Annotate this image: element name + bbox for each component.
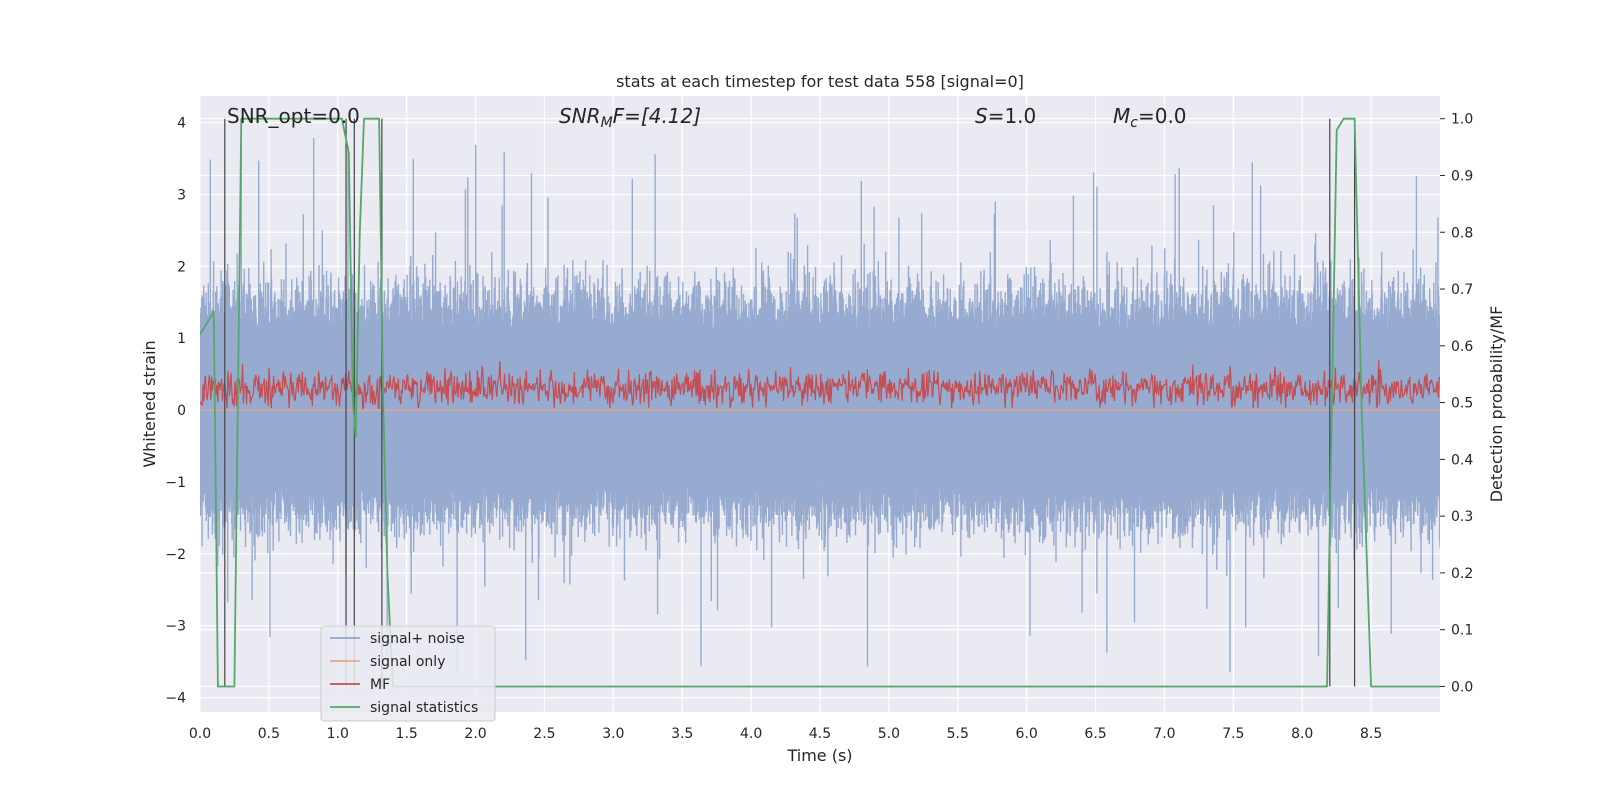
series-signal-statistics (200, 117, 1440, 688)
y-ticks: −4 −3 −2 −1 0 1 2 3 4 (165, 116, 186, 707)
annotation-s-name: S (975, 104, 988, 128)
y-tick-label: 3 (177, 187, 186, 203)
legend-label-signal-noise: signal+ noise (370, 631, 465, 647)
x-ticks: 0.0 0.5 1.0 1.5 2.0 2.5 3.0 3.5 4.0 4.5 5.0 5.5 6.0 6… (189, 726, 1382, 742)
y-tick-label: −3 (165, 619, 186, 635)
annotation-snr-mf-rest: F=[4.12] (613, 104, 701, 128)
y-ticks-right: 0.0 0.1 0.2 0.3 0.4 0.5 0.6 0.7 0.8 0.9 1.0 (1440, 112, 1473, 695)
x-tick-label: 4.5 (809, 726, 831, 742)
annotation-mc: Mc=0.0 (1113, 104, 1187, 131)
annotation-snr-mf-sub: M (601, 115, 613, 131)
legend-box (320, 625, 496, 722)
y-right-tick-label: 0.2 (1451, 566, 1473, 582)
annotation-snr-opt: SNR_opt=0.0 (227, 104, 360, 128)
y-tick-label: −2 (165, 547, 186, 563)
legend-label-signal-only: signal only (370, 654, 445, 670)
y-right-tick-label: 0.8 (1451, 225, 1473, 241)
y-right-tick-label: 0.7 (1451, 282, 1473, 298)
y-right-tick-label: 0.3 (1451, 509, 1473, 525)
x-tick-label: 3.5 (671, 726, 693, 742)
x-tick-label: 2.0 (464, 726, 486, 742)
y-tick-label: 4 (177, 116, 186, 132)
series-mf (200, 360, 1440, 410)
y-axis-label-right: Detection probability/MF (1487, 306, 1506, 503)
y-right-tick-label: 0.6 (1451, 339, 1473, 355)
chart-title: stats at each timestep for test data 558… (616, 72, 1024, 91)
annotations: SNR_opt=0.0 SNRMF=[4.12] S=1.0 Mc=0.0 (227, 104, 1187, 131)
y-right-tick-label: 0.0 (1451, 679, 1473, 695)
x-tick-label: 1.0 (327, 726, 349, 742)
x-tick-label: 0.5 (258, 726, 280, 742)
y-right-tick-label: 0.1 (1451, 623, 1473, 639)
annotation-mc-sub: c (1130, 115, 1138, 131)
x-tick-label: 0.0 (189, 726, 211, 742)
x-tick-label: 6.0 (1016, 726, 1038, 742)
annotation-s: S=1.0 (975, 104, 1036, 128)
annotation-snr-mf: SNRMF=[4.12] (559, 104, 701, 131)
legend-label-signal-statistics: signal statistics (370, 700, 478, 716)
series-layer (200, 117, 1440, 688)
annotation-mc-value: =0.0 (1138, 104, 1187, 128)
x-tick-label: 8.0 (1291, 726, 1313, 742)
x-tick-label: 6.5 (1084, 726, 1106, 742)
y-right-tick-label: 0.9 (1451, 168, 1473, 184)
x-tick-label: 3.0 (602, 726, 624, 742)
x-tick-label: 5.5 (947, 726, 969, 742)
x-tick-label: 5.0 (878, 726, 900, 742)
x-axis-label: Time (s) (786, 746, 852, 765)
legend: signal+ noise signal only MF signal stat… (320, 625, 496, 722)
x-tick-label: 1.5 (396, 726, 418, 742)
y-tick-label: −1 (165, 475, 186, 491)
y-right-tick-label: 0.4 (1451, 452, 1473, 468)
y-right-tick-label: 1.0 (1451, 112, 1473, 128)
y-tick-label: 0 (177, 403, 186, 419)
annotation-s-value: =1.0 (988, 104, 1037, 128)
legend-label-mf: MF (370, 677, 390, 693)
x-tick-label: 7.5 (1222, 726, 1244, 742)
x-tick-label: 2.5 (533, 726, 555, 742)
y-tick-label: 2 (177, 259, 186, 275)
y-right-tick-label: 0.5 (1451, 396, 1473, 412)
y-tick-label: −4 (165, 691, 186, 707)
y-axis-label: Whitened strain (140, 340, 159, 467)
x-tick-label: 4.0 (740, 726, 762, 742)
annotation-snr-mf-name: SNR (559, 104, 601, 128)
annotation-mc-name: M (1113, 104, 1130, 128)
y-tick-label: 1 (177, 331, 186, 347)
x-tick-label: 7.0 (1153, 726, 1175, 742)
x-tick-label: 8.5 (1360, 726, 1382, 742)
